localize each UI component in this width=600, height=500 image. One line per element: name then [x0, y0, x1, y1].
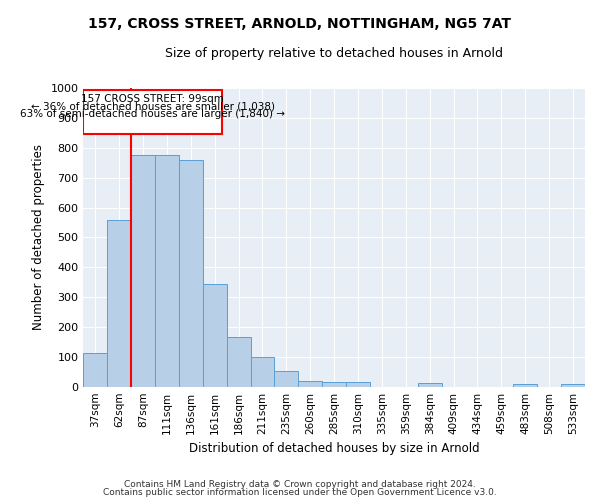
Bar	[418, 383, 442, 386]
FancyBboxPatch shape	[83, 90, 222, 134]
X-axis label: Distribution of detached houses by size in Arnold: Distribution of detached houses by size …	[189, 442, 479, 455]
Text: 63% of semi-detached houses are larger (1,840) →: 63% of semi-detached houses are larger (…	[20, 110, 285, 120]
Bar	[561, 384, 585, 386]
Bar	[131, 155, 155, 386]
Bar	[251, 358, 274, 386]
Text: Contains public sector information licensed under the Open Government Licence v3: Contains public sector information licen…	[103, 488, 497, 497]
Text: 157 CROSS STREET: 99sqm: 157 CROSS STREET: 99sqm	[81, 94, 224, 104]
Bar	[298, 382, 322, 386]
Bar	[155, 155, 179, 386]
Bar	[322, 382, 346, 386]
Bar	[107, 220, 131, 386]
Text: Contains HM Land Registry data © Crown copyright and database right 2024.: Contains HM Land Registry data © Crown c…	[124, 480, 476, 489]
Bar	[179, 160, 203, 386]
Text: 157, CROSS STREET, ARNOLD, NOTTINGHAM, NG5 7AT: 157, CROSS STREET, ARNOLD, NOTTINGHAM, N…	[89, 18, 511, 32]
Bar	[227, 338, 251, 386]
Bar	[83, 353, 107, 386]
Bar	[203, 284, 227, 386]
Text: ← 36% of detached houses are smaller (1,038): ← 36% of detached houses are smaller (1,…	[31, 102, 275, 112]
Title: Size of property relative to detached houses in Arnold: Size of property relative to detached ho…	[165, 48, 503, 60]
Bar	[346, 382, 370, 386]
Y-axis label: Number of detached properties: Number of detached properties	[32, 144, 45, 330]
Bar	[514, 384, 537, 386]
Bar	[274, 371, 298, 386]
